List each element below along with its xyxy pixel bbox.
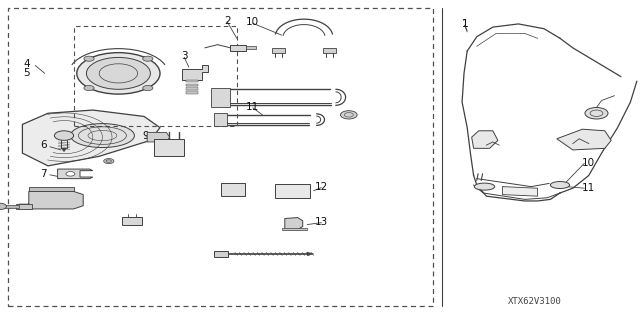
Polygon shape — [307, 252, 314, 256]
Ellipse shape — [70, 124, 134, 148]
Circle shape — [143, 85, 153, 91]
Polygon shape — [58, 169, 93, 179]
Text: 1: 1 — [461, 19, 468, 29]
Circle shape — [585, 108, 608, 119]
Text: 10: 10 — [246, 17, 259, 27]
Text: XTX62V3100: XTX62V3100 — [508, 297, 561, 306]
Text: 6: 6 — [40, 140, 47, 150]
Polygon shape — [186, 84, 198, 86]
Polygon shape — [275, 184, 310, 198]
Ellipse shape — [474, 183, 495, 190]
Polygon shape — [211, 88, 230, 107]
Text: 5: 5 — [24, 68, 30, 78]
Text: 13: 13 — [315, 217, 328, 227]
Circle shape — [84, 85, 94, 91]
Text: 1: 1 — [461, 19, 468, 29]
Polygon shape — [282, 228, 307, 230]
Polygon shape — [182, 65, 208, 80]
Circle shape — [143, 56, 153, 61]
Polygon shape — [285, 218, 303, 230]
Polygon shape — [272, 48, 285, 53]
Circle shape — [77, 53, 160, 94]
Polygon shape — [186, 87, 198, 90]
Circle shape — [86, 57, 150, 89]
Polygon shape — [557, 129, 611, 150]
Polygon shape — [502, 187, 538, 196]
Polygon shape — [230, 45, 246, 51]
Ellipse shape — [550, 182, 570, 189]
Text: 12: 12 — [315, 182, 328, 192]
Polygon shape — [147, 132, 170, 142]
Polygon shape — [246, 46, 256, 49]
Polygon shape — [214, 113, 227, 126]
Text: 4: 4 — [24, 59, 30, 69]
Polygon shape — [323, 48, 336, 53]
Polygon shape — [221, 183, 245, 196]
Polygon shape — [154, 139, 184, 156]
Polygon shape — [61, 148, 67, 152]
Polygon shape — [0, 205, 19, 208]
Circle shape — [104, 159, 114, 164]
Polygon shape — [186, 91, 198, 94]
Polygon shape — [122, 217, 142, 225]
Polygon shape — [472, 131, 498, 148]
Polygon shape — [29, 187, 74, 191]
Circle shape — [0, 203, 6, 210]
Polygon shape — [186, 80, 198, 82]
Text: 9: 9 — [143, 130, 149, 141]
Text: 10: 10 — [582, 158, 595, 168]
Polygon shape — [22, 110, 160, 166]
Polygon shape — [19, 191, 83, 209]
Circle shape — [84, 56, 94, 61]
Text: 3: 3 — [181, 51, 188, 61]
Circle shape — [54, 131, 74, 140]
Text: 8: 8 — [40, 197, 47, 208]
Text: 7: 7 — [40, 169, 47, 179]
Text: 11: 11 — [246, 102, 259, 112]
Circle shape — [340, 111, 357, 119]
Text: 2: 2 — [224, 16, 230, 26]
Circle shape — [66, 172, 75, 176]
Polygon shape — [16, 204, 32, 209]
Polygon shape — [214, 251, 228, 257]
Text: 11: 11 — [582, 183, 595, 193]
